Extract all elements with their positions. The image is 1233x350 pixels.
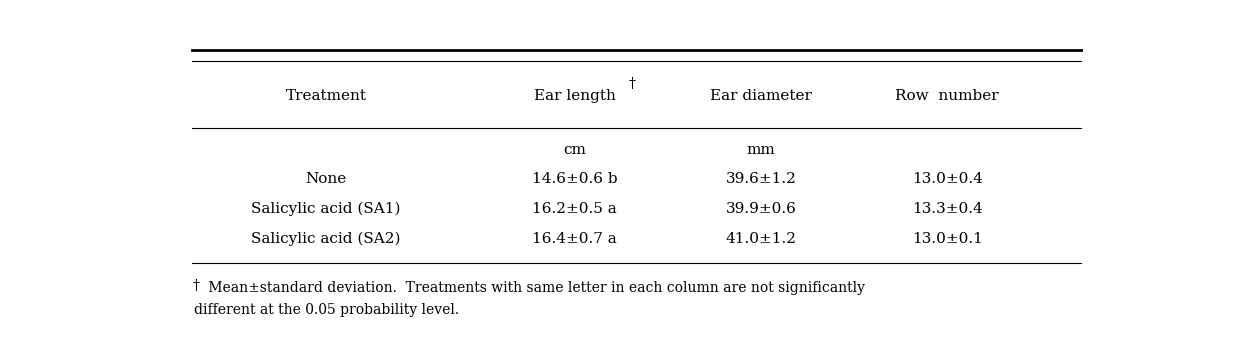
Text: †: † xyxy=(192,279,200,293)
Text: Mean±standard deviation.  Treatments with same letter in each column are not sig: Mean±standard deviation. Treatments with… xyxy=(203,280,864,294)
Text: mm: mm xyxy=(746,143,776,157)
Text: Treatment: Treatment xyxy=(286,89,366,103)
Text: different at the 0.05 probability level.: different at the 0.05 probability level. xyxy=(195,303,460,317)
Text: 16.4±0.7 a: 16.4±0.7 a xyxy=(533,232,616,246)
Text: Ear diameter: Ear diameter xyxy=(710,89,811,103)
Text: 16.2±0.5 a: 16.2±0.5 a xyxy=(533,202,616,216)
Text: 13.3±0.4: 13.3±0.4 xyxy=(912,202,983,216)
Text: cm: cm xyxy=(563,143,586,157)
Text: 13.0±0.4: 13.0±0.4 xyxy=(912,173,983,187)
Text: 41.0±1.2: 41.0±1.2 xyxy=(725,232,797,246)
Text: None: None xyxy=(306,173,346,187)
Text: 13.0±0.1: 13.0±0.1 xyxy=(912,232,983,246)
Text: Ear length: Ear length xyxy=(534,89,615,103)
Text: Row  number: Row number xyxy=(895,89,999,103)
Text: 39.9±0.6: 39.9±0.6 xyxy=(725,202,797,216)
Text: †: † xyxy=(629,77,636,91)
Text: 39.6±1.2: 39.6±1.2 xyxy=(725,173,797,187)
Text: 14.6±0.6 b: 14.6±0.6 b xyxy=(531,173,618,187)
Text: Salicylic acid (SA1): Salicylic acid (SA1) xyxy=(252,202,401,216)
Text: Salicylic acid (SA2): Salicylic acid (SA2) xyxy=(252,232,401,246)
